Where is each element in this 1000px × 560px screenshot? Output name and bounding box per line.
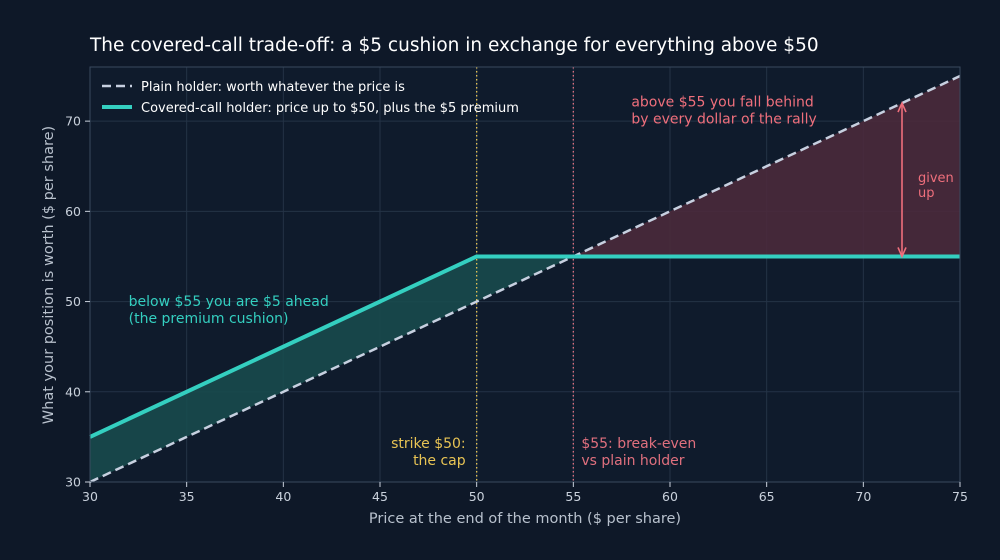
legend-label-plain: Plain holder: worth whatever the price i… — [141, 80, 405, 95]
x-tick-label: 60 — [662, 489, 678, 504]
x-tick-label: 35 — [179, 489, 195, 504]
x-tick-label: 40 — [275, 489, 291, 504]
cushion-annotation-line: (the premium cushion) — [129, 311, 289, 327]
strike-label: strike $50: the cap — [391, 436, 466, 469]
arrow-head-top — [897, 101, 907, 113]
y-tick-label: 30 — [65, 475, 81, 490]
breakeven-label: $55: break-even vs plain holder — [581, 436, 696, 469]
plot-frame — [89, 66, 961, 483]
strike-label-line: the cap — [413, 453, 466, 469]
given-up-label-line: up — [918, 186, 935, 201]
y-tick-label: 70 — [65, 114, 81, 129]
given-up-label: given up — [918, 171, 954, 201]
legend: Plain holder: worth whatever the price i… — [102, 80, 519, 116]
annotations: below $55 you are $5 ahead (the premium c… — [129, 95, 954, 469]
y-tick-label: 40 — [65, 384, 81, 399]
y-tick-label: 50 — [65, 294, 81, 309]
x-tick-label: 45 — [372, 489, 388, 504]
x-tick-label: 50 — [469, 489, 485, 504]
x-tick-label: 75 — [952, 489, 968, 504]
x-axis-label: Price at the end of the month ($ per sha… — [369, 511, 681, 527]
y-tick-label: 60 — [65, 204, 81, 219]
given-up-annotation-line: above $55 you fall behind — [631, 95, 814, 111]
y-axis-label: What your position is worth ($ per share… — [41, 126, 57, 424]
x-tick-label: 30 — [82, 489, 98, 504]
cushion-annotation-line: below $55 you are $5 ahead — [129, 294, 329, 310]
axis-ticks: 30 35 40 45 50 55 60 65 70 75 30 40 50 60 70 — [65, 114, 968, 504]
x-tick-label: 55 — [565, 489, 581, 504]
series-lines — [89, 74, 961, 484]
given-up-label-line: given — [918, 171, 954, 186]
x-tick-label: 70 — [855, 489, 871, 504]
breakeven-label-line: vs plain holder — [581, 453, 684, 469]
given-up-annotation-line: by every dollar of the rally — [631, 112, 816, 128]
strike-label-line: strike $50: — [391, 436, 466, 452]
cushion-annotation: below $55 you are $5 ahead (the premium c… — [129, 294, 329, 327]
covered-call-line — [89, 254, 960, 439]
chart-title: The covered-call trade-off: a $5 cushion… — [89, 35, 819, 56]
axes-frame — [89, 66, 961, 483]
plain-holder-line — [89, 74, 961, 484]
legend-label-covered: Covered-call holder: price up to $50, pl… — [141, 101, 519, 116]
breakeven-label-line: $55: break-even — [581, 436, 696, 452]
given-up-annotation: above $55 you fall behind by every dollar… — [631, 95, 816, 128]
arrow-head-bottom — [897, 247, 907, 259]
reference-lines — [476, 67, 574, 482]
x-tick-label: 65 — [759, 489, 775, 504]
